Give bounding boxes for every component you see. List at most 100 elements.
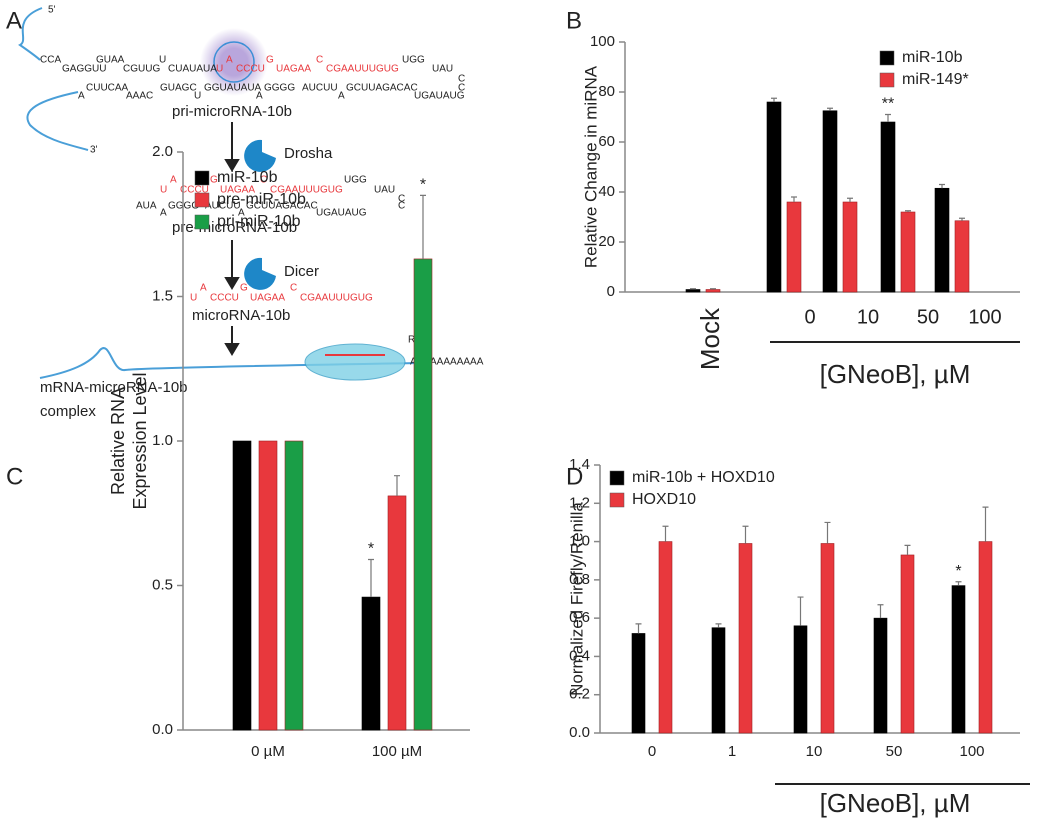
sequence-token: CCA	[40, 55, 61, 66]
rna-strand	[18, 7, 43, 61]
error-bar	[690, 288, 696, 290]
sequence-token: A	[200, 283, 207, 294]
y-tick-label: 1.0	[569, 533, 590, 550]
sequence-token: AUA	[136, 201, 157, 212]
sequence-token: U	[159, 55, 166, 66]
sequence-token: CGAAUUUGUG	[300, 293, 373, 304]
sequence-token: CCCU	[180, 185, 209, 196]
sequence-token: U	[190, 293, 197, 304]
mature-label: microRNA-10b	[192, 307, 290, 324]
x-tick-label: 0	[648, 743, 656, 760]
sequence-token: U	[160, 185, 167, 196]
bar	[387, 495, 407, 731]
drosha-label: Drosha	[284, 145, 333, 162]
error-bar	[959, 217, 965, 221]
sequence-token: UAU	[432, 64, 453, 75]
sequence-token: GAGGUU	[62, 64, 106, 75]
error-bar	[885, 113, 891, 122]
y-tick-label: 40	[598, 183, 615, 200]
significance-mark: *	[420, 177, 426, 194]
sequence-token: UAU	[374, 185, 395, 196]
sequence-token: G	[240, 283, 248, 294]
significance-mark: **	[882, 96, 894, 113]
bar	[951, 585, 966, 734]
sequence-token: G	[266, 55, 274, 66]
error-bar	[715, 623, 722, 628]
sequence-token: A	[256, 91, 263, 102]
sequence-token: C	[290, 283, 297, 294]
legend-swatch	[609, 492, 625, 508]
sequence-token: U	[216, 64, 223, 75]
polya-label: AAAAAAAAAAA	[410, 357, 484, 368]
legend-swatch	[194, 214, 210, 230]
y-tick-label: 100	[590, 33, 615, 50]
bar	[766, 101, 782, 293]
x-tick-label: 100 µM	[372, 743, 422, 760]
panel-label: A	[6, 7, 22, 34]
sequence-token: UGAUAUG	[414, 91, 465, 102]
error-bar	[847, 197, 853, 202]
y-axis-label: Relative RNA	[108, 387, 128, 495]
sequence-token: UGAUAUG	[316, 208, 367, 219]
error-bar	[771, 97, 777, 102]
five-prime: 5'	[48, 5, 56, 16]
error-bar	[635, 623, 642, 634]
panel-label: C	[6, 463, 23, 490]
y-tick-label: 0.5	[152, 576, 173, 593]
y-tick-label: 1.0	[152, 432, 173, 449]
highlight-glow	[200, 28, 268, 96]
y-tick-label: 0.4	[569, 647, 590, 664]
x-axis-label: [GNeoB], µM	[820, 788, 971, 818]
sequence-token: UGG	[344, 175, 367, 186]
dicer-label: Dicer	[284, 263, 319, 280]
legend-label: pre-miR-10b	[217, 191, 306, 208]
x-tick-label: 10	[857, 306, 879, 328]
legend-label: miR-149*	[902, 71, 969, 88]
risc-complex	[304, 343, 406, 381]
sequence-token: CCCU	[236, 64, 265, 75]
sequence-token: C	[398, 194, 405, 205]
error-bar	[791, 196, 797, 202]
legend-swatch	[879, 50, 895, 66]
highlight-ring	[213, 41, 255, 83]
sequence-token: GCUUAGACAC	[346, 83, 418, 94]
x-axis-label: [GNeoB], µM	[820, 359, 971, 389]
error-bar	[877, 604, 884, 619]
y-tick-label: 0	[607, 283, 615, 300]
bar	[413, 258, 433, 731]
error-bar	[420, 194, 426, 259]
sequence-token: AUCUU	[205, 201, 241, 212]
x-tick-label: 100	[968, 306, 1001, 328]
error-bar	[824, 521, 831, 544]
y-tick-label: 0.0	[152, 721, 173, 738]
y-tick-label: 0.2	[569, 686, 590, 703]
sequence-token: UGG	[402, 55, 425, 66]
x-tick-label: Mock	[695, 307, 725, 370]
legend-label: miR-10b + HOXD10	[632, 469, 775, 486]
sequence-token: C	[458, 83, 465, 94]
sequence-token: CGAAUUUGUG	[326, 64, 399, 75]
sequence-token: GUAA	[96, 55, 125, 66]
legend-label: miR-10b	[217, 169, 278, 186]
error-bar	[905, 210, 911, 212]
sequence-token: CCCU	[210, 293, 239, 304]
sequence-token: AAAC	[126, 91, 153, 102]
y-tick-label: 0.0	[569, 724, 590, 741]
error-bar	[797, 596, 804, 626]
error-bar	[368, 558, 374, 598]
x-tick-label: 100	[959, 743, 984, 760]
sequence-token: CUUCAA	[86, 83, 129, 94]
y-tick-label: 1.4	[569, 456, 590, 473]
bar	[738, 543, 753, 734]
bar	[658, 541, 673, 734]
bar	[786, 201, 802, 293]
x-tick-label: 0	[804, 306, 815, 328]
bar	[934, 187, 950, 293]
bar	[842, 201, 858, 293]
legend-label: pri-miR-10b	[217, 213, 301, 230]
bar	[685, 289, 701, 293]
sequence-token: UAGAA	[250, 293, 285, 304]
bar	[284, 440, 304, 731]
bar	[705, 289, 721, 293]
